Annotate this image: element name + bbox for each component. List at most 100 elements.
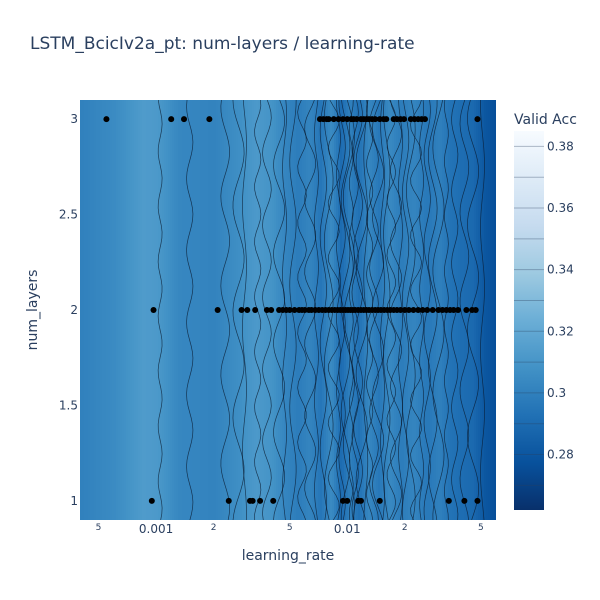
contour-band [226,100,229,520]
contour-band [158,100,161,520]
contour-band [124,100,127,520]
contour-band [144,100,147,520]
contour-band [198,100,201,520]
contour-band [204,100,207,520]
contour-band [480,100,483,520]
trial-point [168,116,175,123]
trial-point [244,307,251,313]
contour-band [130,100,133,520]
contour-band [234,100,237,520]
trial-point [252,307,259,313]
contour-band [126,100,129,520]
y-axis-title: num_layers [25,270,41,351]
contour-band [106,100,109,520]
contour-band [104,100,107,520]
trial-point [206,116,213,123]
contour-line [220,100,230,520]
colorbar-tick-label: 0.36 [547,201,574,215]
contour-band [166,100,169,520]
trial-point [400,116,407,123]
contour-band [200,100,203,520]
y-tick-label: 1 [70,494,78,508]
contour-band [114,100,117,520]
contour-band [122,100,125,520]
trial-point [286,307,293,313]
trial-point [150,307,157,313]
contour-band [96,100,99,520]
contour-band [192,100,195,520]
trial-point [263,307,270,313]
contour-band [184,100,187,520]
x-axis-ticks: 5 0.001 2 5 0.01 2 5 [96,522,484,536]
trial-point [455,307,462,313]
trial-point [424,307,431,313]
trial-point [291,307,298,313]
x-tick-label: 5 [96,523,102,533]
contour-band [170,100,173,520]
contour-band [140,100,143,520]
trial-point [344,497,351,504]
contour-band [488,100,491,520]
contour-band [258,100,261,520]
colorbar-tick-label: 0.38 [547,139,574,153]
contour-band [222,100,225,520]
contour-line [186,100,194,520]
contour-band [228,100,231,520]
contour-band [162,100,165,520]
contour-band [176,100,179,520]
contour-band [120,100,123,520]
contour-band [110,100,113,520]
contour-band [484,100,487,520]
trial-point [339,497,346,504]
trial-point [383,116,390,123]
contour-band [100,100,103,520]
contour-band [196,100,199,520]
y-tick-label: 3 [70,112,78,126]
trial-point [376,497,383,504]
trial-point [415,307,422,313]
contour-band [146,100,149,520]
trial-point [421,116,428,123]
contour-band [250,100,253,520]
colorbar-tick-label: 0.3 [547,386,566,400]
contour-band [172,100,175,520]
trial-point [335,116,342,123]
x-axis-title: learning_rate [242,548,335,564]
trial-point [353,116,360,123]
contour-band [82,100,85,520]
x-tick-label: 0.001 [139,522,173,536]
contour-band [460,100,463,520]
x-tick-label: 2 [402,523,408,533]
contour-band [492,100,495,520]
contour-line [157,100,163,520]
contour-band [128,100,131,520]
trial-point [397,307,404,313]
contour-band [494,100,496,520]
contour-band [490,100,493,520]
contour-band [486,100,489,520]
contour-band [208,100,211,520]
contour-line [480,100,485,520]
contour-band [462,100,465,520]
contour-band [136,100,139,520]
colorbar-tick-label: 0.32 [547,324,574,338]
y-tick-label: 1.5 [59,398,78,412]
contour-band [86,100,89,520]
trial-point [148,497,155,504]
trial-point [257,497,264,504]
trial-points [103,116,481,504]
contour-band [156,100,159,520]
contour-band [164,100,167,520]
x-tick-label: 5 [478,523,484,533]
contour-band [230,100,233,520]
contour-band [84,100,87,520]
trial-point [474,497,481,504]
contour-band [108,100,111,520]
trial-point [445,497,452,504]
contour-band [262,100,265,520]
trial-point [181,116,188,123]
trial-point [472,307,479,313]
contour-band [180,100,183,520]
contour-band [118,100,121,520]
